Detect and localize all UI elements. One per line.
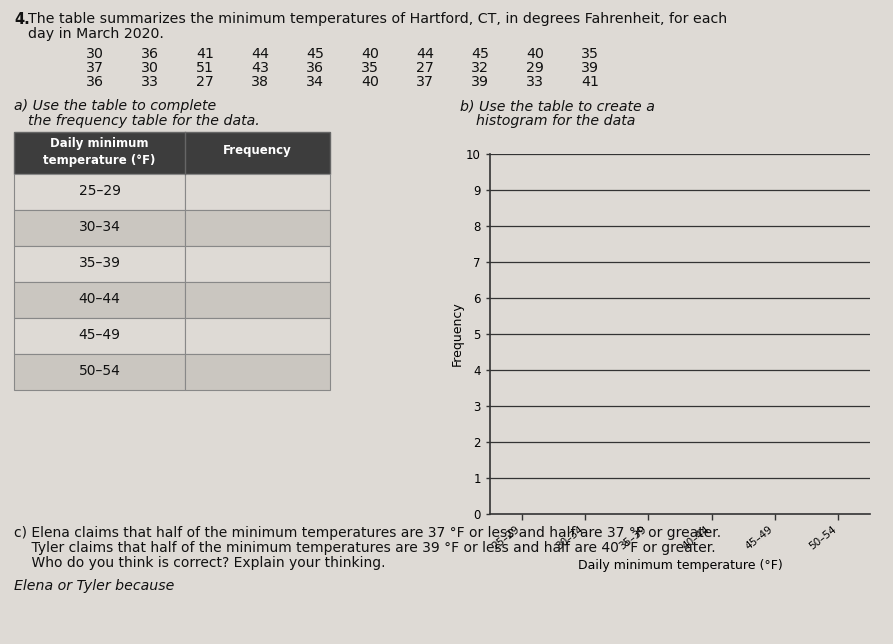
Text: 33: 33 — [526, 75, 544, 89]
Text: 41: 41 — [581, 75, 599, 89]
Text: 35: 35 — [361, 61, 379, 75]
Text: 51: 51 — [196, 61, 214, 75]
Text: Who do you think is correct? Explain your thinking.: Who do you think is correct? Explain you… — [14, 556, 386, 570]
Text: 35–39: 35–39 — [79, 256, 121, 270]
Text: 43: 43 — [251, 61, 269, 75]
Bar — [14, 246, 185, 282]
Text: 45: 45 — [471, 47, 489, 61]
Bar — [14, 210, 185, 246]
Bar — [14, 318, 185, 354]
Y-axis label: Frequency: Frequency — [450, 301, 463, 366]
Text: 30: 30 — [86, 47, 104, 61]
Text: 38: 38 — [251, 75, 269, 89]
X-axis label: Daily minimum temperature (°F): Daily minimum temperature (°F) — [578, 559, 782, 572]
Text: c) Elena claims that half of the minimum temperatures are 37 °F or less and half: c) Elena claims that half of the minimum… — [14, 526, 722, 540]
Text: 27: 27 — [416, 61, 434, 75]
Text: 29: 29 — [526, 61, 544, 75]
Text: 44: 44 — [416, 47, 434, 61]
Bar — [14, 354, 185, 390]
Text: 44: 44 — [251, 47, 269, 61]
Text: 39: 39 — [581, 61, 599, 75]
Text: 45–49: 45–49 — [79, 328, 121, 342]
Text: 45: 45 — [306, 47, 324, 61]
Text: 36: 36 — [141, 47, 159, 61]
Text: Frequency: Frequency — [223, 144, 292, 157]
Text: 32: 32 — [472, 61, 489, 75]
Text: 35: 35 — [581, 47, 599, 61]
Text: Daily minimum
temperature (°F): Daily minimum temperature (°F) — [44, 137, 155, 167]
Text: Tyler claims that half of the minimum temperatures are 39 °F or less and half ar: Tyler claims that half of the minimum te… — [14, 541, 715, 555]
Bar — [14, 282, 185, 318]
Bar — [185, 210, 330, 246]
Text: 34: 34 — [306, 75, 324, 89]
Text: 41: 41 — [196, 47, 214, 61]
Bar — [185, 318, 330, 354]
Bar — [14, 174, 185, 210]
Text: 27: 27 — [196, 75, 214, 89]
Text: 50–54: 50–54 — [79, 364, 121, 378]
Text: 40–44: 40–44 — [79, 292, 121, 306]
Text: 37: 37 — [416, 75, 434, 89]
Text: 40: 40 — [361, 47, 379, 61]
Text: histogram for the data: histogram for the data — [476, 114, 636, 128]
Bar — [185, 174, 330, 210]
Bar — [185, 246, 330, 282]
Text: 37: 37 — [86, 61, 104, 75]
Text: 30: 30 — [141, 61, 159, 75]
Bar — [14, 132, 330, 174]
Text: the frequency table for the data.: the frequency table for the data. — [28, 114, 260, 128]
Text: 36: 36 — [86, 75, 104, 89]
Text: The table summarizes the minimum temperatures of Hartford, CT, in degrees Fahren: The table summarizes the minimum tempera… — [28, 12, 727, 26]
Text: b) Use the table to create a: b) Use the table to create a — [460, 99, 655, 113]
Bar — [185, 282, 330, 318]
Text: 36: 36 — [306, 61, 324, 75]
Text: 30–34: 30–34 — [79, 220, 121, 234]
Text: Elena or Tyler because: Elena or Tyler because — [14, 579, 174, 593]
Text: day in March 2020.: day in March 2020. — [28, 27, 164, 41]
Text: 40: 40 — [526, 47, 544, 61]
Text: a) Use the table to complete: a) Use the table to complete — [14, 99, 216, 113]
Text: 25–29: 25–29 — [79, 184, 121, 198]
Text: 39: 39 — [471, 75, 489, 89]
Text: 40: 40 — [361, 75, 379, 89]
Text: 33: 33 — [141, 75, 159, 89]
Bar — [185, 354, 330, 390]
Text: 4.: 4. — [14, 12, 29, 27]
